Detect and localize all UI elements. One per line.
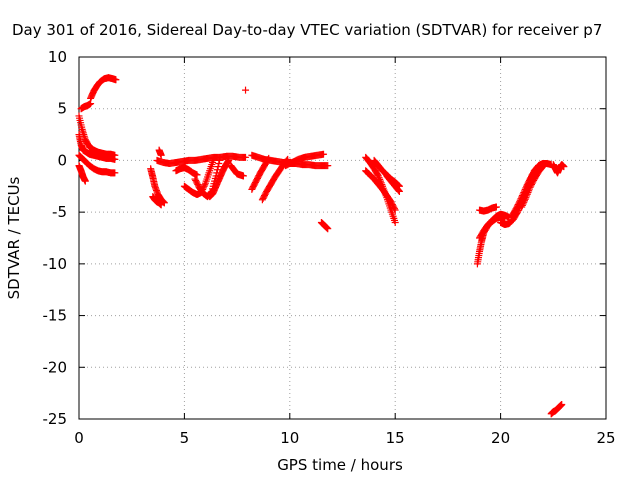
data-point xyxy=(157,151,165,159)
data-point xyxy=(539,163,547,171)
data-point xyxy=(210,154,218,162)
x-axis-label: GPS time / hours xyxy=(277,456,403,474)
data-point xyxy=(239,172,247,180)
data-point xyxy=(520,198,528,206)
data-point xyxy=(265,154,273,162)
plot-frame xyxy=(78,56,607,420)
data-point xyxy=(538,163,546,171)
y-tick-label: -25 xyxy=(43,410,68,428)
data-point xyxy=(213,166,221,174)
chart-title: Day 301 of 2016, Sidereal Day-to-day VTE… xyxy=(12,21,602,39)
data-point xyxy=(324,225,332,233)
data-point xyxy=(215,160,223,168)
y-tick-label: 0 xyxy=(57,151,67,169)
data-point xyxy=(395,187,403,195)
x-tick-label: 0 xyxy=(74,429,84,447)
y-tick-label: 10 xyxy=(48,48,67,66)
data-point xyxy=(81,177,89,185)
data-point xyxy=(201,181,209,189)
data-point xyxy=(324,162,332,170)
data-point xyxy=(395,187,403,195)
y-axis: -25 -20 -15 -10 -5 0 5 10 xyxy=(43,48,606,428)
data-point xyxy=(157,201,165,209)
data-point xyxy=(525,187,533,195)
data-point xyxy=(558,401,566,409)
y-tick-label: -20 xyxy=(43,358,68,376)
data-point xyxy=(193,171,201,179)
data-point xyxy=(520,197,528,205)
x-axis: 0 5 10 15 20 25 xyxy=(74,57,616,447)
data-point xyxy=(521,195,529,203)
data-point xyxy=(111,169,119,177)
y-tick-label: -5 xyxy=(52,203,67,221)
data-point xyxy=(522,194,530,202)
data-point xyxy=(112,76,120,84)
data-point xyxy=(264,156,272,164)
data-point xyxy=(524,188,532,196)
data-point xyxy=(225,156,233,164)
x-tick-label: 5 xyxy=(180,429,190,447)
data-point xyxy=(523,192,531,200)
data-point xyxy=(518,203,526,211)
grid-lines xyxy=(79,57,606,419)
x-tick-label: 15 xyxy=(386,429,405,447)
data-point xyxy=(320,150,328,158)
data-point xyxy=(216,153,224,161)
x-tick-label: 20 xyxy=(491,429,510,447)
data-points xyxy=(75,74,568,418)
data-point xyxy=(374,172,382,180)
data-point xyxy=(214,163,222,171)
data-point xyxy=(537,164,545,172)
data-point xyxy=(216,156,224,164)
data-point xyxy=(492,203,500,211)
y-tick-label: -10 xyxy=(43,255,68,273)
data-point xyxy=(390,205,398,213)
x-tick-label: 25 xyxy=(596,429,615,447)
data-point xyxy=(242,153,250,161)
data-point xyxy=(111,151,119,159)
data-point xyxy=(519,200,527,208)
data-point xyxy=(523,190,531,198)
y-tick-label: 5 xyxy=(57,100,67,118)
y-axis-label: SDTVAR / TECUs xyxy=(5,176,23,299)
data-point xyxy=(242,86,250,94)
data-point xyxy=(375,174,383,182)
data-point xyxy=(518,201,526,209)
data-point xyxy=(391,218,399,226)
data-point xyxy=(394,186,402,194)
y-tick-label: -15 xyxy=(43,307,68,325)
data-point xyxy=(391,206,399,214)
x-tick-label: 10 xyxy=(280,429,299,447)
data-point xyxy=(560,163,568,171)
data-point xyxy=(525,185,533,193)
